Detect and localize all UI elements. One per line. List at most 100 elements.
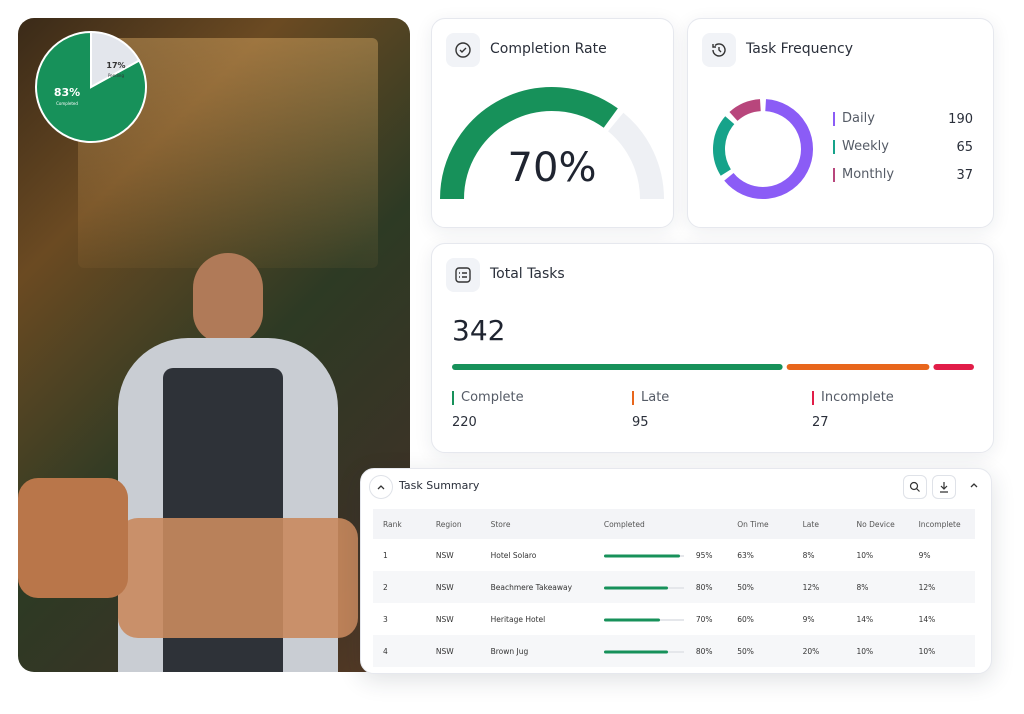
table-cell: 10% xyxy=(908,635,975,667)
pie-value-label: 17% xyxy=(106,61,125,70)
summary-table: Rank Region Store Completed On Time Late No De… xyxy=(373,509,975,667)
donut-segment xyxy=(729,99,762,122)
progress-bar xyxy=(603,554,684,557)
gauge: 70% xyxy=(440,87,664,200)
table-cell: 1 xyxy=(383,550,388,560)
table-cell: 10% xyxy=(856,550,874,560)
card-title: Task Summary xyxy=(399,479,480,492)
legend-value: 65 xyxy=(956,140,973,155)
icon xyxy=(702,33,736,67)
card-title: Completion Rate xyxy=(490,41,607,57)
table-cell: 3 xyxy=(383,614,388,624)
table-cell: 20% xyxy=(792,635,847,667)
column-header: Completed xyxy=(593,509,728,539)
cell-text: 80% xyxy=(695,582,713,592)
table-cell: Heritage Hotel xyxy=(490,614,546,624)
table-cell: 8% xyxy=(802,550,815,560)
donut-segment xyxy=(724,99,813,199)
table-cell: 70% xyxy=(594,603,727,635)
total-value: 342 xyxy=(452,314,506,347)
donut-chart xyxy=(713,99,813,199)
table-row: 4 NSW Brown Jug 80% 50% 20% 10% 10% xyxy=(373,635,975,667)
progress-fill xyxy=(603,618,660,621)
legend-value: 95 xyxy=(632,415,649,430)
cell-text: 70% xyxy=(695,614,713,624)
cell-text: 95% xyxy=(695,550,713,560)
icon xyxy=(446,33,480,67)
total-tasks-card: Total Tasks 342 Complete 220 Late 95 Incompl… xyxy=(431,243,994,453)
column-header: On Time xyxy=(727,509,793,539)
table-cell: 95% xyxy=(594,539,727,571)
stacked-bar xyxy=(452,364,974,370)
pie-chart: 83% Completed 17% Pending xyxy=(35,30,147,143)
legend-label: Daily xyxy=(833,112,875,126)
progress-bar xyxy=(603,586,684,589)
photo-face xyxy=(193,253,263,343)
collapse-button[interactable] xyxy=(369,475,393,499)
table-cell: 4 xyxy=(373,635,426,667)
search-button[interactable] xyxy=(903,475,927,499)
pie-category-label: Pending xyxy=(108,73,124,78)
bar-segment xyxy=(452,364,783,370)
column-header: Incomplete xyxy=(908,509,975,539)
pie-value-label: 83% xyxy=(54,86,80,99)
table-cell: NSW xyxy=(425,635,481,667)
table-cell: NSW xyxy=(435,614,454,624)
progress-fill xyxy=(603,650,668,653)
photo-chair xyxy=(18,478,128,598)
legend-label: Monthly xyxy=(833,168,894,182)
completion-rate-card: Completion Rate 70% xyxy=(431,18,674,228)
progress-fill xyxy=(603,586,668,589)
table-cell: 80% xyxy=(593,635,728,667)
gauge-track xyxy=(607,112,664,200)
column-header: No Device xyxy=(846,509,909,539)
table-cell: Beachmere Takeaway xyxy=(480,571,594,603)
task-frequency-card: Task Frequency Daily 190 Weekly 65 Monthly 37 xyxy=(687,18,994,228)
progress-bar xyxy=(603,618,684,621)
task-summary-card: Task Summary Rank Region Store Completed On … xyxy=(360,468,992,674)
legend-value: 37 xyxy=(956,168,973,183)
table-cell: 12% xyxy=(792,571,847,603)
card-title: Task Frequency xyxy=(746,41,853,57)
gauge-value xyxy=(440,87,618,200)
pie-slice xyxy=(90,30,141,89)
table-cell: 60% xyxy=(737,614,754,624)
download-button[interactable] xyxy=(932,475,956,499)
table-cell: NSW xyxy=(435,550,454,560)
table-cell: Hotel Solaro xyxy=(490,550,537,560)
legend-value: 27 xyxy=(812,415,829,430)
table-cell: 14% xyxy=(856,614,874,624)
legend-label: Complete xyxy=(452,391,524,405)
icon xyxy=(446,258,480,292)
column-header: Rank xyxy=(373,509,426,539)
legend-label: Late xyxy=(632,391,669,405)
table-cell: 8% xyxy=(846,571,909,603)
bar-segment xyxy=(786,364,930,370)
expand-button[interactable] xyxy=(965,477,983,495)
table-cell: NSW xyxy=(425,571,481,603)
table-cell: 63% xyxy=(737,550,754,560)
table-cell: 12% xyxy=(908,571,975,603)
legend-label: Incomplete xyxy=(812,391,894,405)
table-row: 2 NSW Beachmere Takeaway 80% 50% 12% 8% 12% xyxy=(373,571,975,603)
cell-text: 80% xyxy=(695,646,713,656)
legend-value: 220 xyxy=(452,415,477,430)
legend-value: 190 xyxy=(948,112,973,127)
gauge-label: 70% xyxy=(508,145,597,191)
progress-fill xyxy=(603,554,680,557)
table-row: 3 NSW Heritage Hotel 70% 60% 9% 14% 14% xyxy=(373,603,975,635)
legend-label: Weekly xyxy=(833,140,889,154)
table-cell: Brown Jug xyxy=(480,635,594,667)
donut-segment xyxy=(713,116,735,176)
table-cell: 80% xyxy=(593,571,728,603)
table-cell: 14% xyxy=(918,614,936,624)
table-cell: 50% xyxy=(727,571,793,603)
progress-bar xyxy=(603,650,684,653)
bar-segment xyxy=(933,364,974,370)
table-cell: 9% xyxy=(918,550,931,560)
table-cell: 2 xyxy=(373,571,426,603)
table-cell: 50% xyxy=(727,635,793,667)
photo xyxy=(18,18,410,672)
pie-category-label: Completed xyxy=(56,101,78,106)
